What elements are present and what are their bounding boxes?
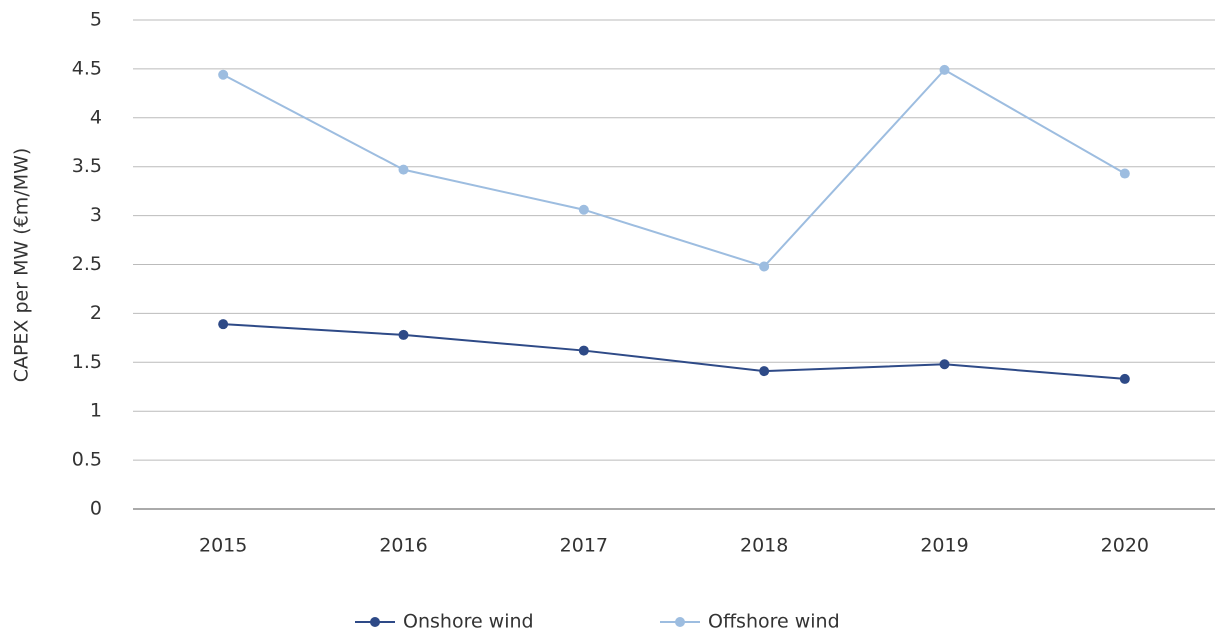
data-point	[218, 69, 229, 80]
data-point	[218, 319, 229, 330]
y-axis-label: CAPEX per MW (€m/MW)	[11, 148, 33, 383]
data-point	[759, 261, 770, 272]
data-point	[398, 329, 409, 340]
data-point	[578, 345, 589, 356]
y-tick-label: 4	[90, 106, 102, 128]
y-tick-label: 0.5	[72, 449, 102, 471]
data-point	[759, 366, 770, 377]
y-tick-label: 3.5	[72, 155, 102, 177]
x-tick-label: 2019	[920, 535, 968, 557]
y-tick-label: 1	[90, 400, 102, 422]
y-tick-label: 4.5	[72, 57, 102, 79]
x-tick-label: 2015	[199, 535, 247, 557]
legend-label: Offshore wind	[708, 611, 840, 633]
y-tick-label: 1.5	[72, 351, 102, 373]
y-tick-label: 0	[90, 498, 102, 520]
x-tick-label: 2016	[379, 535, 427, 557]
y-tick-label: 2.5	[72, 253, 102, 275]
legend-label: Onshore wind	[403, 611, 534, 633]
y-tick-label: 5	[90, 9, 102, 31]
data-point	[398, 164, 409, 175]
series-line	[223, 323, 1125, 380]
legend-marker	[675, 617, 685, 627]
data-point	[939, 359, 950, 370]
data-point	[1119, 168, 1130, 179]
y-tick-label: 2	[90, 302, 102, 324]
y-tick-label: 3	[90, 204, 102, 226]
series-line	[222, 68, 1126, 268]
legend-marker	[370, 617, 380, 627]
data-point	[939, 64, 950, 75]
x-tick-label: 2017	[560, 535, 608, 557]
data-point	[578, 204, 589, 215]
x-tick-label: 2018	[740, 535, 788, 557]
x-tick-label: 2020	[1101, 535, 1149, 557]
data-point	[1119, 373, 1130, 384]
